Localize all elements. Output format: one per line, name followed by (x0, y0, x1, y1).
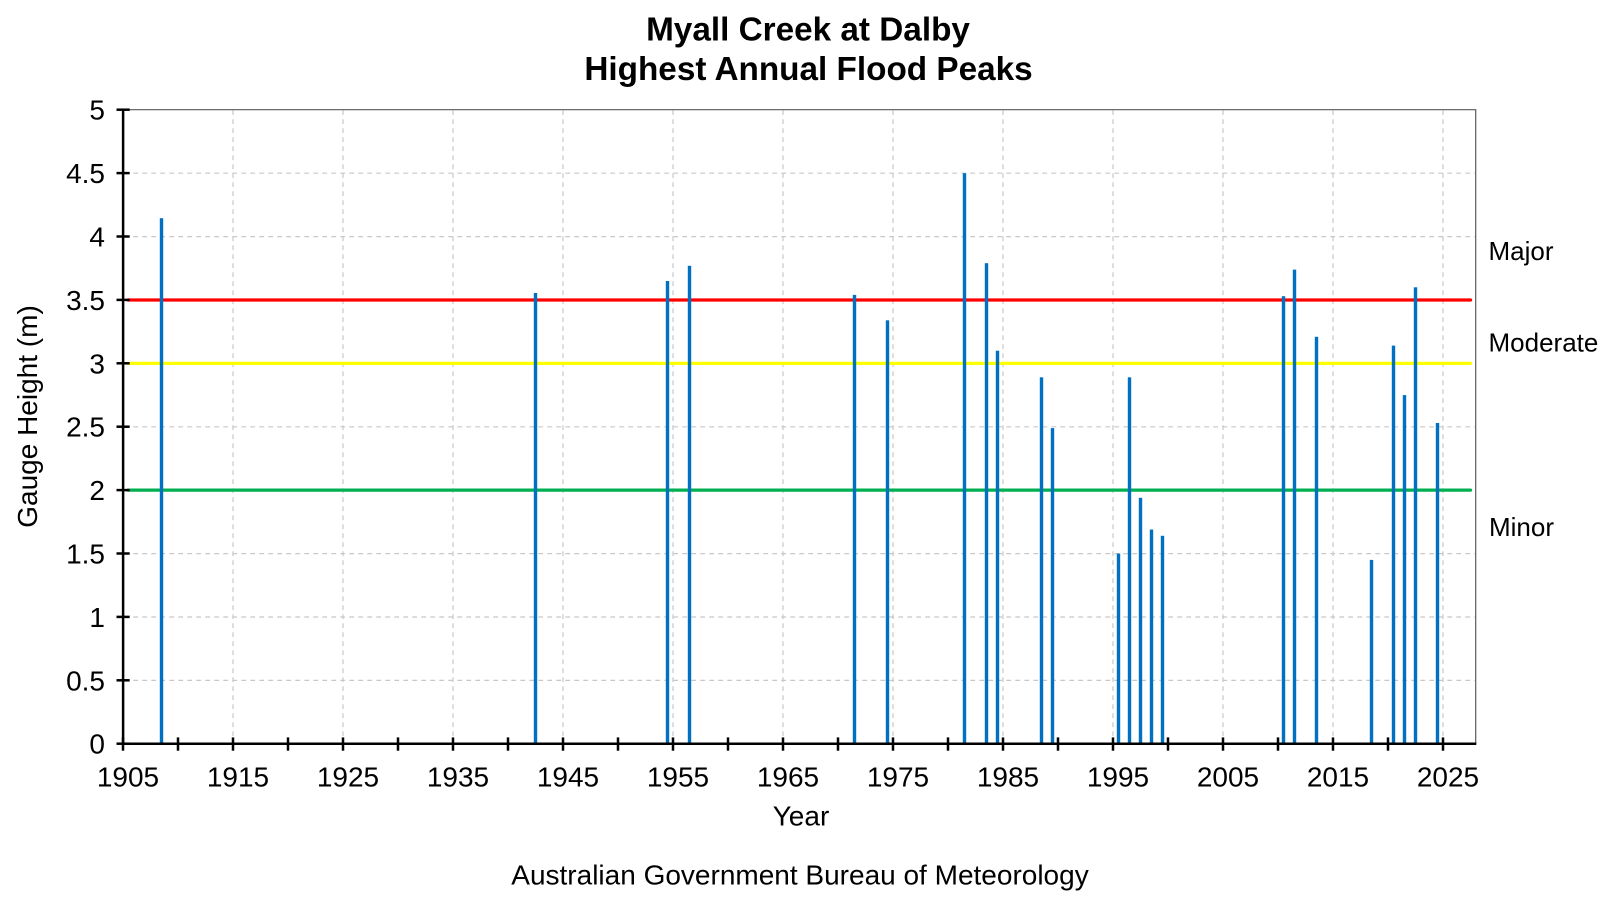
svg-text:2.5: 2.5 (66, 412, 105, 443)
svg-text:0: 0 (89, 729, 105, 760)
svg-text:0.5: 0.5 (66, 665, 105, 696)
svg-text:Year: Year (773, 800, 830, 831)
svg-text:1995: 1995 (1087, 762, 1149, 793)
svg-text:2: 2 (89, 475, 105, 506)
svg-text:Minor: Minor (1489, 512, 1554, 542)
svg-text:1935: 1935 (427, 762, 489, 793)
svg-text:5: 5 (89, 95, 105, 126)
svg-text:1: 1 (89, 602, 105, 633)
svg-text:4.5: 4.5 (66, 158, 105, 189)
svg-text:1985: 1985 (977, 762, 1039, 793)
svg-text:1925: 1925 (317, 762, 379, 793)
svg-text:4: 4 (89, 222, 105, 253)
svg-text:Australian Government Bureau o: Australian Government Bureau of Meteorol… (511, 859, 1088, 890)
svg-text:1965: 1965 (757, 762, 819, 793)
svg-text:1905: 1905 (97, 762, 159, 793)
svg-text:Gauge Height (m): Gauge Height (m) (12, 305, 43, 528)
svg-text:1915: 1915 (207, 762, 269, 793)
svg-text:1.5: 1.5 (66, 539, 105, 570)
svg-text:3: 3 (89, 348, 105, 379)
svg-text:2015: 2015 (1307, 762, 1369, 793)
svg-text:1945: 1945 (537, 762, 599, 793)
svg-text:3.5: 3.5 (66, 285, 105, 316)
svg-text:1955: 1955 (647, 762, 709, 793)
svg-text:Major: Major (1489, 236, 1554, 266)
svg-text:1975: 1975 (867, 762, 929, 793)
svg-text:Moderate: Moderate (1489, 327, 1599, 357)
svg-text:Myall Creek at Dalby: Myall Creek at Dalby (646, 12, 970, 49)
svg-text:2025: 2025 (1417, 762, 1479, 793)
svg-text:Highest Annual Flood Peaks: Highest Annual Flood Peaks (584, 51, 1032, 88)
svg-text:2005: 2005 (1197, 762, 1259, 793)
